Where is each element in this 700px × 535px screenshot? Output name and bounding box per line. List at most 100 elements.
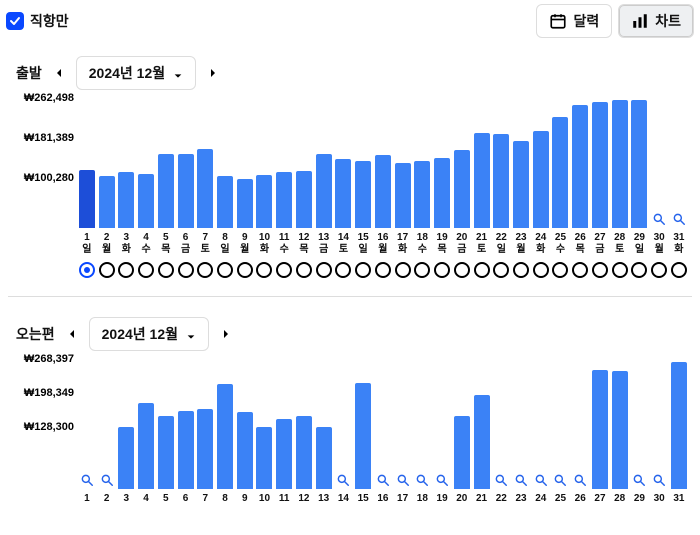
price-bar[interactable]	[533, 131, 549, 228]
chart-day-column[interactable]	[473, 359, 491, 489]
price-bar[interactable]	[237, 179, 253, 228]
chart-day-column[interactable]	[611, 359, 629, 489]
chart-day-column[interactable]	[315, 98, 333, 228]
chart-day-column[interactable]	[413, 98, 431, 228]
price-bar[interactable]	[276, 172, 292, 228]
price-bar[interactable]	[355, 383, 371, 489]
chart-day-column[interactable]	[295, 98, 313, 228]
chart-day-column[interactable]	[78, 359, 96, 489]
day-radio[interactable]	[434, 262, 450, 278]
day-radio[interactable]	[493, 262, 509, 278]
price-bar[interactable]	[276, 419, 292, 489]
chart-day-column[interactable]	[453, 98, 471, 228]
chart-day-column[interactable]	[591, 359, 609, 489]
search-icon[interactable]	[435, 473, 449, 487]
chart-day-column[interactable]	[354, 98, 372, 228]
chart-day-column[interactable]	[492, 359, 510, 489]
price-bar[interactable]	[454, 416, 470, 489]
day-radio[interactable]	[552, 262, 568, 278]
search-icon[interactable]	[415, 473, 429, 487]
price-bar[interactable]	[612, 100, 628, 228]
search-icon[interactable]	[336, 473, 350, 487]
day-radio[interactable]	[474, 262, 490, 278]
price-bar[interactable]	[375, 155, 391, 228]
chart-day-column[interactable]	[137, 98, 155, 228]
chart-day-column[interactable]	[137, 359, 155, 489]
price-bar[interactable]	[552, 117, 568, 228]
next-month-button[interactable]	[219, 327, 233, 341]
price-bar[interactable]	[414, 161, 430, 228]
chart-day-column[interactable]	[473, 98, 491, 228]
price-bar[interactable]	[316, 427, 332, 489]
chart-day-column[interactable]	[631, 98, 649, 228]
price-bar[interactable]	[474, 133, 490, 228]
search-icon[interactable]	[652, 212, 666, 226]
chart-day-column[interactable]	[512, 98, 530, 228]
search-icon[interactable]	[100, 473, 114, 487]
price-bar[interactable]	[395, 163, 411, 228]
price-bar[interactable]	[217, 176, 233, 228]
chart-day-column[interactable]	[413, 359, 431, 489]
price-bar[interactable]	[592, 102, 608, 228]
search-icon[interactable]	[573, 473, 587, 487]
month-selector[interactable]: 2024년 12월	[76, 56, 196, 90]
day-radio[interactable]	[237, 262, 253, 278]
price-bar[interactable]	[217, 384, 233, 489]
price-bar[interactable]	[138, 403, 154, 489]
day-radio[interactable]	[158, 262, 174, 278]
search-icon[interactable]	[396, 473, 410, 487]
chart-day-column[interactable]	[650, 359, 668, 489]
chart-day-column[interactable]	[117, 98, 135, 228]
search-icon[interactable]	[80, 473, 94, 487]
price-bar[interactable]	[454, 150, 470, 228]
day-radio[interactable]	[276, 262, 292, 278]
price-bar[interactable]	[197, 409, 213, 489]
day-radio[interactable]	[197, 262, 213, 278]
chart-day-column[interactable]	[394, 98, 412, 228]
chart-day-column[interactable]	[532, 98, 550, 228]
chart-day-column[interactable]	[394, 359, 412, 489]
chart-day-column[interactable]	[374, 359, 392, 489]
chart-day-column[interactable]	[78, 98, 96, 228]
chart-day-column[interactable]	[315, 359, 333, 489]
search-icon[interactable]	[494, 473, 508, 487]
day-radio[interactable]	[178, 262, 194, 278]
chart-day-column[interactable]	[611, 98, 629, 228]
day-radio[interactable]	[316, 262, 332, 278]
chart-day-column[interactable]	[670, 359, 688, 489]
chart-day-column[interactable]	[374, 98, 392, 228]
chart-day-column[interactable]	[650, 98, 668, 228]
price-bar[interactable]	[316, 154, 332, 228]
price-bar[interactable]	[355, 161, 371, 228]
chart-day-column[interactable]	[177, 359, 195, 489]
price-bar[interactable]	[474, 395, 490, 489]
price-bar[interactable]	[434, 158, 450, 228]
price-bar[interactable]	[612, 371, 628, 489]
search-icon[interactable]	[632, 473, 646, 487]
day-radio[interactable]	[118, 262, 134, 278]
price-bar[interactable]	[99, 176, 115, 228]
chart-day-column[interactable]	[157, 98, 175, 228]
day-radio[interactable]	[533, 262, 549, 278]
chart-day-column[interactable]	[631, 359, 649, 489]
price-bar[interactable]	[118, 427, 134, 489]
day-radio[interactable]	[513, 262, 529, 278]
day-radio[interactable]	[395, 262, 411, 278]
day-radio[interactable]	[631, 262, 647, 278]
price-bar[interactable]	[296, 171, 312, 228]
chart-day-column[interactable]	[157, 359, 175, 489]
price-bar[interactable]	[237, 412, 253, 489]
day-radio[interactable]	[612, 262, 628, 278]
chart-day-column[interactable]	[177, 98, 195, 228]
price-bar[interactable]	[671, 362, 687, 489]
price-bar[interactable]	[118, 172, 134, 228]
calendar-view-button[interactable]: 달력	[536, 4, 612, 38]
day-radio[interactable]	[572, 262, 588, 278]
chart-day-column[interactable]	[236, 98, 254, 228]
price-bar[interactable]	[335, 159, 351, 228]
price-bar[interactable]	[572, 105, 588, 228]
price-bar[interactable]	[296, 416, 312, 489]
day-radio[interactable]	[138, 262, 154, 278]
chart-day-column[interactable]	[216, 98, 234, 228]
price-bar[interactable]	[493, 134, 509, 228]
